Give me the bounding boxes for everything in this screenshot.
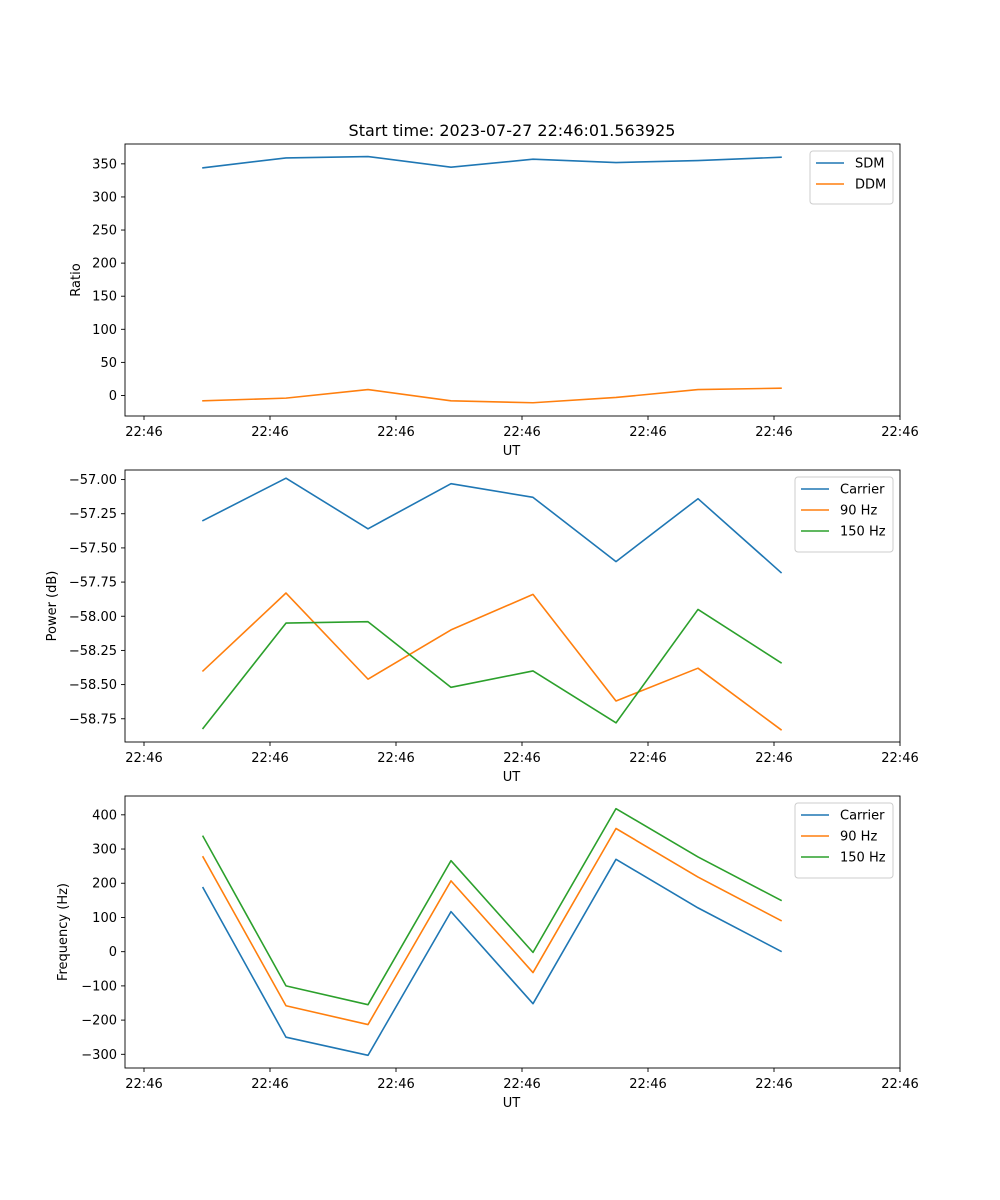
- y-tick-label: −200: [81, 1014, 117, 1029]
- x-tick-label: 22:46: [755, 425, 792, 440]
- legend: Carrier 90 Hz 150 Hz: [794, 476, 894, 553]
- series-line-90-hz: [201, 592, 783, 731]
- y-tick-label: 300: [92, 190, 117, 205]
- series-line-carrier: [201, 858, 783, 1057]
- x-tick-label: 22:46: [881, 1077, 918, 1092]
- x-tick-label: 22:46: [125, 425, 162, 440]
- x-tick-label: 22:46: [503, 751, 540, 766]
- y-tick-label: 50: [100, 356, 117, 371]
- x-axis-label: UT: [503, 770, 521, 785]
- y-tick-label: −57.25: [69, 507, 117, 522]
- legend-label: SDM: [855, 157, 884, 172]
- axes-frame: [124, 143, 901, 417]
- chart-3: −300 −200 −100 0 100 200 300 400 22:46 22:46 22:46…: [56, 795, 919, 1111]
- x-tick-label: 22:46: [629, 751, 666, 766]
- series-line-90-hz: [201, 827, 783, 1026]
- x-tick-label: 22:46: [125, 751, 162, 766]
- y-tick-label: −57.00: [69, 473, 117, 488]
- y-tick-label: 350: [92, 157, 117, 172]
- y-tick-label: 0: [109, 945, 117, 960]
- x-tick-label: 22:46: [251, 425, 288, 440]
- legend-box: [794, 802, 894, 879]
- y-tick-label: 200: [92, 877, 117, 892]
- x-tick-label: 22:46: [503, 1077, 540, 1092]
- y-tick-label: 0: [109, 389, 117, 404]
- y-tick-label: −300: [81, 1048, 117, 1063]
- series-line-carrier: [201, 477, 783, 574]
- legend: Carrier 90 Hz 150 Hz: [794, 802, 894, 879]
- axes-frame: [124, 795, 901, 1069]
- legend-label: DDM: [855, 178, 886, 193]
- x-tick-label: 22:46: [755, 1077, 792, 1092]
- y-tick-label: −57.50: [69, 541, 117, 556]
- x-tick-label: 22:46: [881, 425, 918, 440]
- x-tick-label: 22:46: [125, 1077, 162, 1092]
- legend-label: 90 Hz: [840, 504, 877, 519]
- series-line-150-hz: [201, 807, 783, 1006]
- x-tick-label: 22:46: [377, 751, 414, 766]
- x-tick-label: 22:46: [251, 1077, 288, 1092]
- legend-label: Carrier: [840, 483, 885, 498]
- plots: 0 50 100 150 200 250 300 350 22:46 22:46 22:46 22:4…: [45, 143, 919, 1111]
- y-axis-label: Power (dB): [45, 571, 60, 642]
- x-tick-label: 22:46: [377, 1077, 414, 1092]
- y-tick-label: −100: [81, 979, 117, 994]
- chart-1: 0 50 100 150 200 250 300 350 22:46 22:46 22:46 22:4…: [69, 143, 919, 459]
- x-tick-label: 22:46: [503, 425, 540, 440]
- x-tick-label: 22:46: [377, 425, 414, 440]
- x-axis-label: UT: [503, 444, 521, 459]
- y-axis-label: Ratio: [69, 263, 84, 296]
- legend-box: [794, 476, 894, 553]
- y-axis-label: Frequency (Hz): [56, 883, 71, 981]
- x-tick-label: 22:46: [629, 1077, 666, 1092]
- figure-title: Start time: 2023-07-27 22:46:01.563925: [349, 121, 676, 140]
- legend-label: Carrier: [840, 809, 885, 824]
- series-line-sdm: [202, 155, 782, 169]
- y-tick-label: −58.25: [69, 644, 117, 659]
- y-tick-label: 200: [92, 257, 117, 272]
- y-tick-label: 250: [92, 224, 117, 239]
- y-tick-label: −58.75: [69, 712, 117, 727]
- x-tick-label: 22:46: [755, 751, 792, 766]
- y-tick-label: −58.00: [69, 610, 117, 625]
- y-tick-label: 150: [92, 290, 117, 305]
- x-tick-label: 22:46: [251, 751, 288, 766]
- legend-label: 90 Hz: [840, 830, 877, 845]
- legend-box: [809, 150, 894, 205]
- x-axis-label: UT: [503, 1096, 521, 1111]
- x-tick-label: 22:46: [881, 751, 918, 766]
- legend-label: 150 Hz: [840, 851, 886, 866]
- x-tick-label: 22:46: [629, 425, 666, 440]
- series-line-150-hz: [201, 608, 783, 730]
- y-tick-label: −57.75: [69, 576, 117, 591]
- y-tick-label: 100: [92, 323, 117, 338]
- y-tick-label: 300: [92, 843, 117, 858]
- y-tick-label: 100: [92, 911, 117, 926]
- axes-frame: [124, 469, 901, 743]
- legend-label: 150 Hz: [840, 525, 886, 540]
- y-tick-label: 400: [92, 808, 117, 823]
- chart-2: −57.00 −57.25 −57.50 −57.75 −58.00 −58.25 −58.…: [45, 469, 919, 785]
- legend: SDM DDM: [809, 150, 894, 205]
- series-line-ddm: [202, 387, 782, 404]
- y-tick-label: −58.50: [69, 678, 117, 693]
